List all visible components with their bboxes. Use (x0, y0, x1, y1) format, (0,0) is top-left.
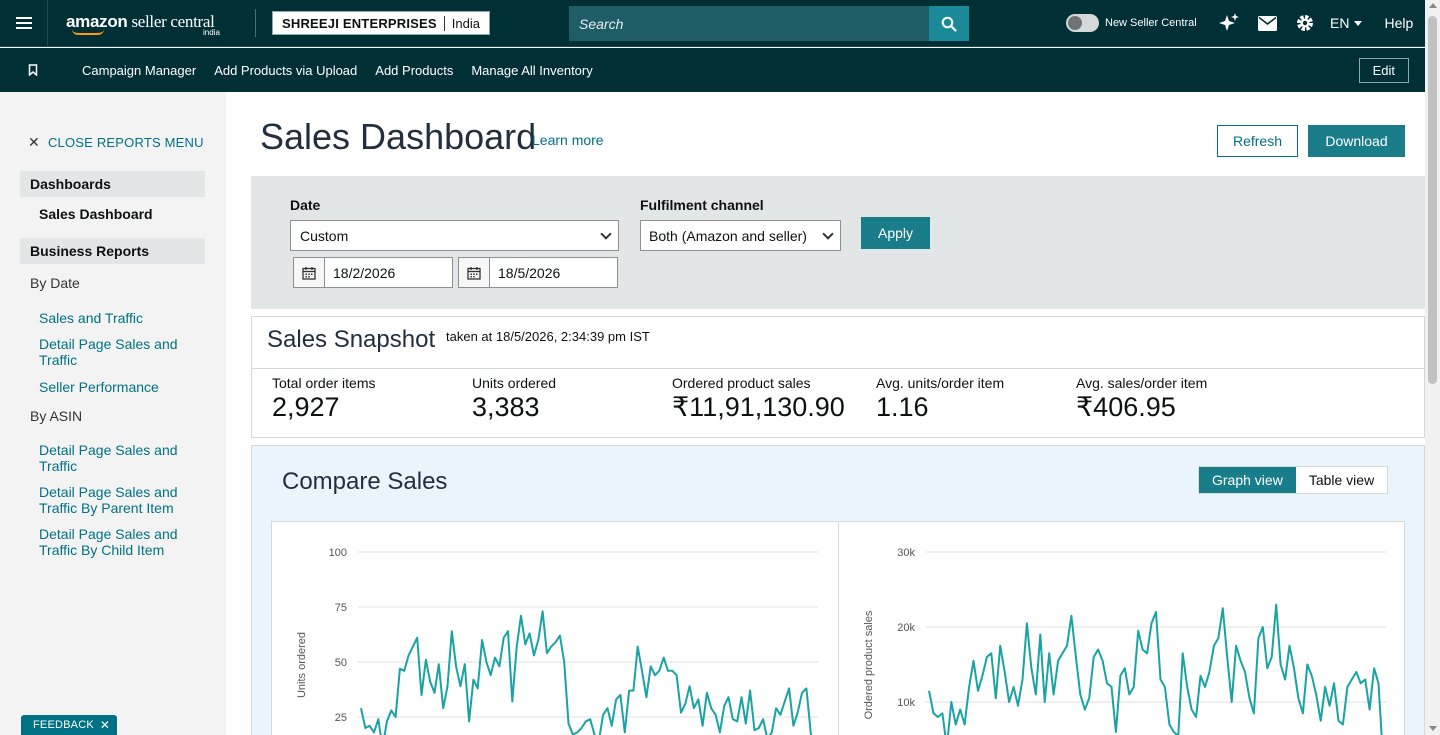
date-range-select[interactable]: Custom (290, 220, 619, 251)
y-tick-label: 10k (897, 697, 915, 709)
bookmark-icon[interactable] (27, 64, 39, 76)
y-tick-label: 75 (335, 602, 347, 614)
sidebar-group-by-asin: By ASIN (30, 408, 83, 424)
toggle-switch[interactable] (1066, 14, 1099, 32)
search-icon (941, 16, 957, 32)
scroll-up-icon[interactable] (1429, 3, 1437, 8)
store-name: SHREEJI ENTERPRISES (282, 15, 437, 31)
y-tick-label: 20k (897, 622, 915, 634)
calendar-icon[interactable] (294, 258, 325, 287)
units-ordered-chart: 100 75 50 25 Units ordered (296, 547, 818, 735)
new-seller-central-toggle[interactable]: New Seller Central (1066, 14, 1197, 32)
sidebar-link-asin-child-item[interactable]: Detail Page Sales and Traffic By Child I… (39, 526, 178, 558)
mail-icon[interactable] (1248, 11, 1286, 35)
header-icons: EN Help (1210, 11, 1413, 35)
y-tick-label: 50 (335, 657, 347, 669)
learn-more-link[interactable]: Learn more (532, 132, 604, 148)
filters-panel: Date Custom 18/2/2026 18/5/2026 Fulfilme… (251, 176, 1425, 309)
store-country: India (451, 15, 480, 31)
y-axis-label: Units ordered (296, 632, 308, 698)
sidebar-link-asin-parent-item[interactable]: Detail Page Sales and Traffic By Parent … (39, 484, 178, 516)
close-icon: ✕ (28, 134, 40, 150)
close-reports-menu[interactable]: ✕ CLOSE REPORTS MENU (28, 134, 204, 150)
scrollbar-thumb[interactable] (1428, 16, 1437, 384)
page-title: Sales Dashboard (260, 116, 537, 157)
nav-campaign-manager[interactable]: Campaign Manager (82, 62, 197, 78)
nav-manage-inventory[interactable]: Manage All Inventory (471, 62, 593, 78)
snapshot-timestamp: taken at 18/5/2026, 2:34:39 pm IST (446, 329, 650, 344)
start-date-field[interactable]: 18/2/2026 (293, 257, 453, 288)
chevron-down-icon (600, 228, 612, 240)
y-tick-label: 25 (335, 712, 347, 724)
chevron-down-icon (822, 228, 834, 240)
refresh-button[interactable]: Refresh (1217, 125, 1298, 157)
nav-add-products[interactable]: Add Products (375, 62, 454, 78)
hamburger-menu-icon[interactable] (0, 0, 48, 47)
y-tick-label: 30k (897, 547, 915, 559)
fulfilment-channel-select[interactable]: Both (Amazon and seller) (640, 220, 841, 251)
metric-avg-units-per-order: Avg. units/order item 1.16 (876, 375, 1005, 422)
y-axis-label: Ordered product sales (863, 610, 875, 719)
sidebar-item-sales-dashboard[interactable]: Sales Dashboard (39, 206, 153, 222)
series-line[interactable] (360, 610, 815, 735)
metric-total-order-items: Total order items 2,927 (272, 375, 376, 422)
sidebar-link-sales-traffic[interactable]: Sales and Traffic (39, 310, 144, 326)
seller-central-logo[interactable]: amazon seller central india (66, 11, 220, 37)
charts-container: 100 75 50 25 Units ordered 30k 20k 10k Ordered … (271, 521, 1405, 735)
scroll-down-icon[interactable] (1429, 726, 1437, 731)
table-view-button[interactable]: Table view (1295, 467, 1388, 493)
language-selector[interactable]: EN (1330, 15, 1363, 31)
nav-add-products-upload[interactable]: Add Products via Upload (214, 62, 358, 78)
sidebar-link-asin-detail-page[interactable]: Detail Page Sales and Traffic (39, 442, 178, 474)
search-bar (569, 6, 969, 41)
download-button[interactable]: Download (1308, 125, 1405, 157)
view-toggle: Graph view Table view (1198, 466, 1389, 494)
fulfilment-channel-label: Fulfilment channel (640, 197, 764, 213)
search-input[interactable] (569, 6, 929, 41)
metric-units-ordered: Units ordered 3,383 (472, 375, 557, 422)
sparkle-icon[interactable] (1210, 11, 1248, 35)
caret-down-icon (1354, 20, 1363, 26)
sidebar-group-by-date: By Date (30, 275, 80, 291)
bookmarks-bar: Campaign Manager Add Products via Upload… (0, 48, 1425, 92)
sidebar-section-business-reports[interactable]: Business Reports (20, 238, 205, 264)
sidebar-link-seller-performance[interactable]: Seller Performance (39, 379, 159, 395)
store-selector[interactable]: SHREEJI ENTERPRISES India (272, 11, 490, 35)
gear-icon[interactable] (1286, 11, 1324, 35)
toggle-label: New Seller Central (1105, 17, 1197, 29)
apply-button[interactable]: Apply (861, 217, 930, 249)
sidebar-section-dashboards[interactable]: Dashboards (20, 171, 205, 197)
y-tick-label: 100 (329, 547, 347, 559)
feedback-button[interactable]: FEEDBACK ✕ (21, 715, 118, 735)
end-date-field[interactable]: 18/5/2026 (458, 257, 618, 288)
snapshot-title: Sales Snapshot (267, 326, 436, 353)
reports-sidebar: ✕ CLOSE REPORTS MENU Dashboards Sales Das… (0, 92, 226, 735)
calendar-icon[interactable] (459, 258, 490, 287)
close-icon[interactable]: ✕ (99, 718, 111, 732)
metric-ordered-product-sales: Ordered product sales ₹11,91,130.90 (672, 375, 845, 422)
compare-sales-card: Compare Sales Graph view Table view 100 7… (251, 445, 1425, 735)
series-line[interactable] (928, 603, 1383, 735)
search-button[interactable] (929, 6, 969, 41)
metric-avg-sales-per-order: Avg. sales/order item ₹406.95 (1076, 375, 1208, 422)
help-link[interactable]: Help (1384, 15, 1414, 31)
graph-view-button[interactable]: Graph view (1199, 467, 1296, 493)
sales-snapshot-card: Sales Snapshot taken at 18/5/2026, 2:34:… (251, 316, 1425, 438)
ordered-product-sales-chart: 30k 20k 10k Ordered product sales (863, 547, 1386, 735)
sidebar-link-detail-page-sales-traffic[interactable]: Detail Page Sales and Traffic (39, 336, 178, 368)
date-label: Date (290, 197, 321, 213)
compare-sales-title: Compare Sales (282, 468, 448, 495)
edit-bookmarks-button[interactable]: Edit (1358, 58, 1409, 83)
